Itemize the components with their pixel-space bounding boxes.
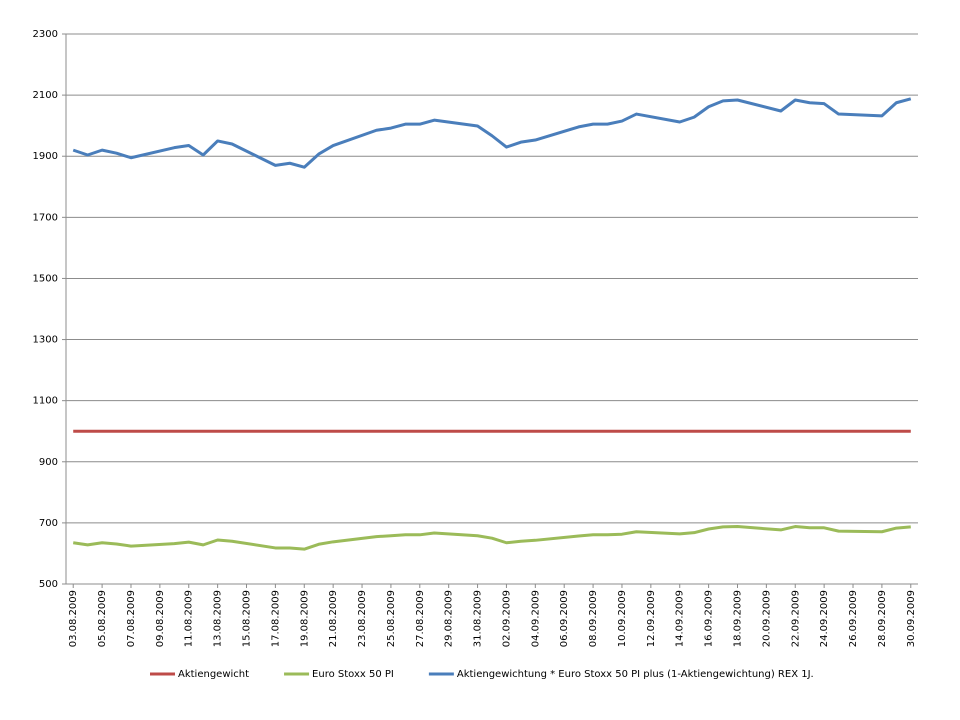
x-tick-label: 08.09.2009: [588, 590, 599, 647]
y-tick-label: 1500: [33, 273, 58, 284]
x-tick-label: 24.09.2009: [819, 590, 830, 647]
x-tick-label: 21.08.2009: [328, 590, 339, 647]
x-tick-label: 19.08.2009: [299, 590, 310, 647]
x-tick-label: 12.09.2009: [646, 590, 657, 647]
x-tick-label: 11.08.2009: [184, 590, 195, 647]
x-tick-label: 14.09.2009: [675, 590, 686, 647]
x-tick-label: 03.08.2009: [68, 590, 79, 647]
x-tick-label: 28.09.2009: [877, 590, 888, 647]
x-tick-label: 07.08.2009: [126, 590, 137, 647]
legend-label: Euro Stoxx 50 PI: [312, 669, 394, 680]
x-tick-label: 09.08.2009: [155, 590, 166, 647]
x-tick-label: 18.09.2009: [732, 590, 743, 647]
y-tick-label: 500: [39, 579, 58, 590]
x-tick-label: 15.08.2009: [242, 590, 253, 647]
x-tick-label: 13.08.2009: [213, 590, 224, 647]
x-tick-label: 04.09.2009: [530, 590, 541, 647]
y-tick-label: 1700: [33, 212, 58, 223]
legend-label: Aktiengewichtung * Euro Stoxx 50 PI plus…: [457, 669, 814, 680]
x-tick-label: 26.09.2009: [848, 590, 859, 647]
x-tick-label: 27.08.2009: [415, 590, 426, 647]
y-tick-label: 1300: [33, 335, 58, 346]
x-tick-label: 23.08.2009: [357, 590, 368, 647]
y-tick-label: 1900: [33, 151, 58, 162]
x-tick-label: 05.08.2009: [97, 590, 108, 647]
x-tick-label: 10.09.2009: [617, 590, 628, 647]
y-tick-label: 900: [39, 457, 58, 468]
x-tick-label: 22.09.2009: [790, 590, 801, 647]
x-tick-label: 31.08.2009: [473, 590, 484, 647]
y-tick-label: 2100: [33, 90, 58, 101]
x-tick-label: 30.09.2009: [906, 590, 917, 647]
x-tick-label: 20.09.2009: [761, 590, 772, 647]
x-tick-label: 29.08.2009: [444, 590, 455, 647]
x-tick-label: 25.08.2009: [386, 590, 397, 647]
x-tick-label: 02.09.2009: [501, 590, 512, 647]
x-tick-label: 06.09.2009: [559, 590, 570, 647]
series-line: [73, 525, 911, 551]
legend-label: Aktiengewicht: [178, 669, 249, 680]
y-tick-label: 700: [39, 518, 58, 529]
y-tick-label: 1100: [33, 396, 58, 407]
x-tick-label: 17.08.2009: [270, 590, 281, 647]
x-tick-label: 16.09.2009: [704, 590, 715, 647]
series-line: [72, 97, 912, 169]
y-tick-label: 2300: [33, 29, 58, 40]
